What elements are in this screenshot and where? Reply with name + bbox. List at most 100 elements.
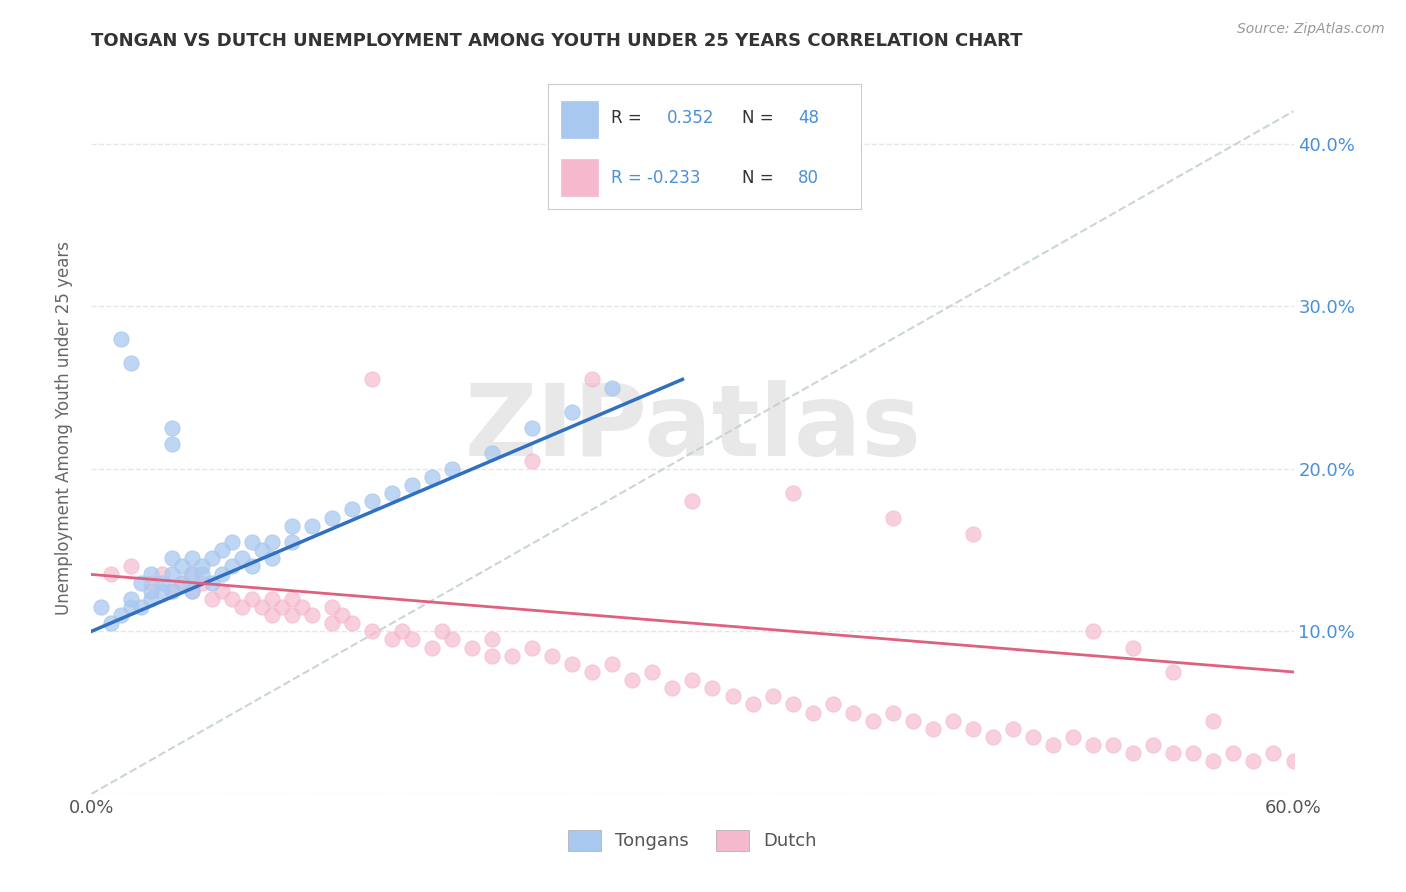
Point [681, 494, 703, 508]
Point [160, 567, 183, 582]
Point [420, 640, 443, 655]
Point [160, 421, 183, 435]
Point [702, 681, 724, 696]
Y-axis label: Unemployment Among Youth under 25 years: Unemployment Among Youth under 25 years [55, 241, 73, 615]
Point [541, 648, 564, 663]
Point [121, 356, 143, 370]
Point [481, 445, 503, 459]
Point [721, 690, 744, 704]
Text: ZIPatlas: ZIPatlas [464, 380, 921, 476]
Point [581, 372, 603, 386]
Point [131, 599, 153, 614]
Point [360, 494, 382, 508]
Text: TONGAN VS DUTCH UNEMPLOYMENT AMONG YOUTH UNDER 25 YEARS CORRELATION CHART: TONGAN VS DUTCH UNEMPLOYMENT AMONG YOUTH… [91, 32, 1024, 50]
Point [1022, 730, 1045, 744]
Point [141, 591, 163, 606]
Point [160, 583, 183, 598]
Point [160, 583, 183, 598]
Point [190, 575, 212, 590]
Point [260, 608, 283, 623]
Point [260, 535, 283, 549]
Point [110, 608, 132, 623]
Point [522, 453, 544, 467]
Point [962, 722, 984, 736]
Point [1102, 738, 1125, 752]
Point [481, 648, 503, 663]
Point [121, 599, 143, 614]
Point [1202, 714, 1225, 728]
Point [391, 624, 413, 639]
Point [170, 559, 193, 574]
Point [821, 698, 844, 712]
Point [141, 567, 163, 582]
Point [501, 648, 523, 663]
Point [430, 624, 453, 639]
Point [1163, 665, 1185, 679]
Point [1083, 624, 1105, 639]
Point [250, 599, 273, 614]
Point [131, 575, 153, 590]
Point [1042, 738, 1064, 752]
Point [381, 632, 404, 647]
Point [1163, 746, 1185, 760]
Point [301, 518, 323, 533]
Point [121, 591, 143, 606]
Point [281, 535, 304, 549]
Point [1222, 746, 1244, 760]
Point [240, 535, 263, 549]
Point [1263, 746, 1285, 760]
Point [1122, 640, 1144, 655]
Point [360, 624, 382, 639]
Point [301, 608, 323, 623]
Point [782, 486, 804, 500]
Point [141, 575, 163, 590]
Point [110, 332, 132, 346]
Point [150, 567, 173, 582]
Point [381, 486, 404, 500]
Point [100, 567, 122, 582]
Point [1062, 730, 1084, 744]
Point [1202, 755, 1225, 769]
Point [90, 599, 112, 614]
Point [190, 567, 212, 582]
Point [260, 591, 283, 606]
Point [841, 706, 863, 720]
Text: Source: ZipAtlas.com: Source: ZipAtlas.com [1237, 22, 1385, 37]
Legend: Tongans, Dutch: Tongans, Dutch [561, 822, 824, 858]
Point [522, 421, 544, 435]
Point [882, 706, 904, 720]
Point [1282, 755, 1305, 769]
Point [231, 551, 253, 566]
Point [281, 518, 304, 533]
Point [602, 380, 624, 394]
Point [180, 567, 202, 582]
Point [942, 714, 965, 728]
Point [581, 665, 603, 679]
Point [340, 616, 363, 631]
Point [321, 510, 343, 524]
Point [962, 526, 984, 541]
Point [401, 478, 423, 492]
Point [160, 437, 183, 451]
Point [231, 599, 253, 614]
Point [762, 690, 785, 704]
Point [180, 583, 202, 598]
Point [1182, 746, 1205, 760]
Point [121, 559, 143, 574]
Point [782, 698, 804, 712]
Point [1243, 755, 1265, 769]
Point [180, 567, 202, 582]
Point [522, 640, 544, 655]
Point [481, 632, 503, 647]
Point [150, 575, 173, 590]
Point [981, 730, 1004, 744]
Point [141, 583, 163, 598]
Point [221, 559, 243, 574]
Point [170, 575, 193, 590]
Point [440, 462, 463, 476]
Point [681, 673, 703, 687]
Point [602, 657, 624, 671]
Point [180, 583, 202, 598]
Point [240, 591, 263, 606]
Point [260, 551, 283, 566]
